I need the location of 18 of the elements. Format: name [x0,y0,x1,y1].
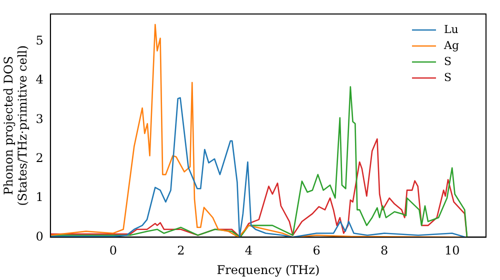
x-tick-label: 8 [380,244,388,258]
x-axis-title: Frequency (THz) [216,262,320,277]
y-axis-title: Phonon projected DOS (States/THz·primitive cell) [1,45,30,206]
y-tick-label: 1 [36,190,44,204]
x-tick-label: 0 [109,244,117,258]
x-tick-label: 4 [244,244,253,258]
y-tick-label: 2 [36,151,44,166]
x-tick-label: 10 [444,244,460,258]
y-tick-label: 3 [36,112,44,126]
x-tick-label: 6 [312,244,320,258]
legend-label: Lu [444,22,458,36]
y-tick-label: 0 [36,229,44,244]
y-tick-label: 5 [36,34,44,48]
legend-label: S [444,70,452,84]
legend-label: Ag [443,38,459,52]
x-tick-label: 2 [177,244,185,258]
y-tick-label: 4 [36,72,44,87]
legend-label: S [444,54,452,68]
